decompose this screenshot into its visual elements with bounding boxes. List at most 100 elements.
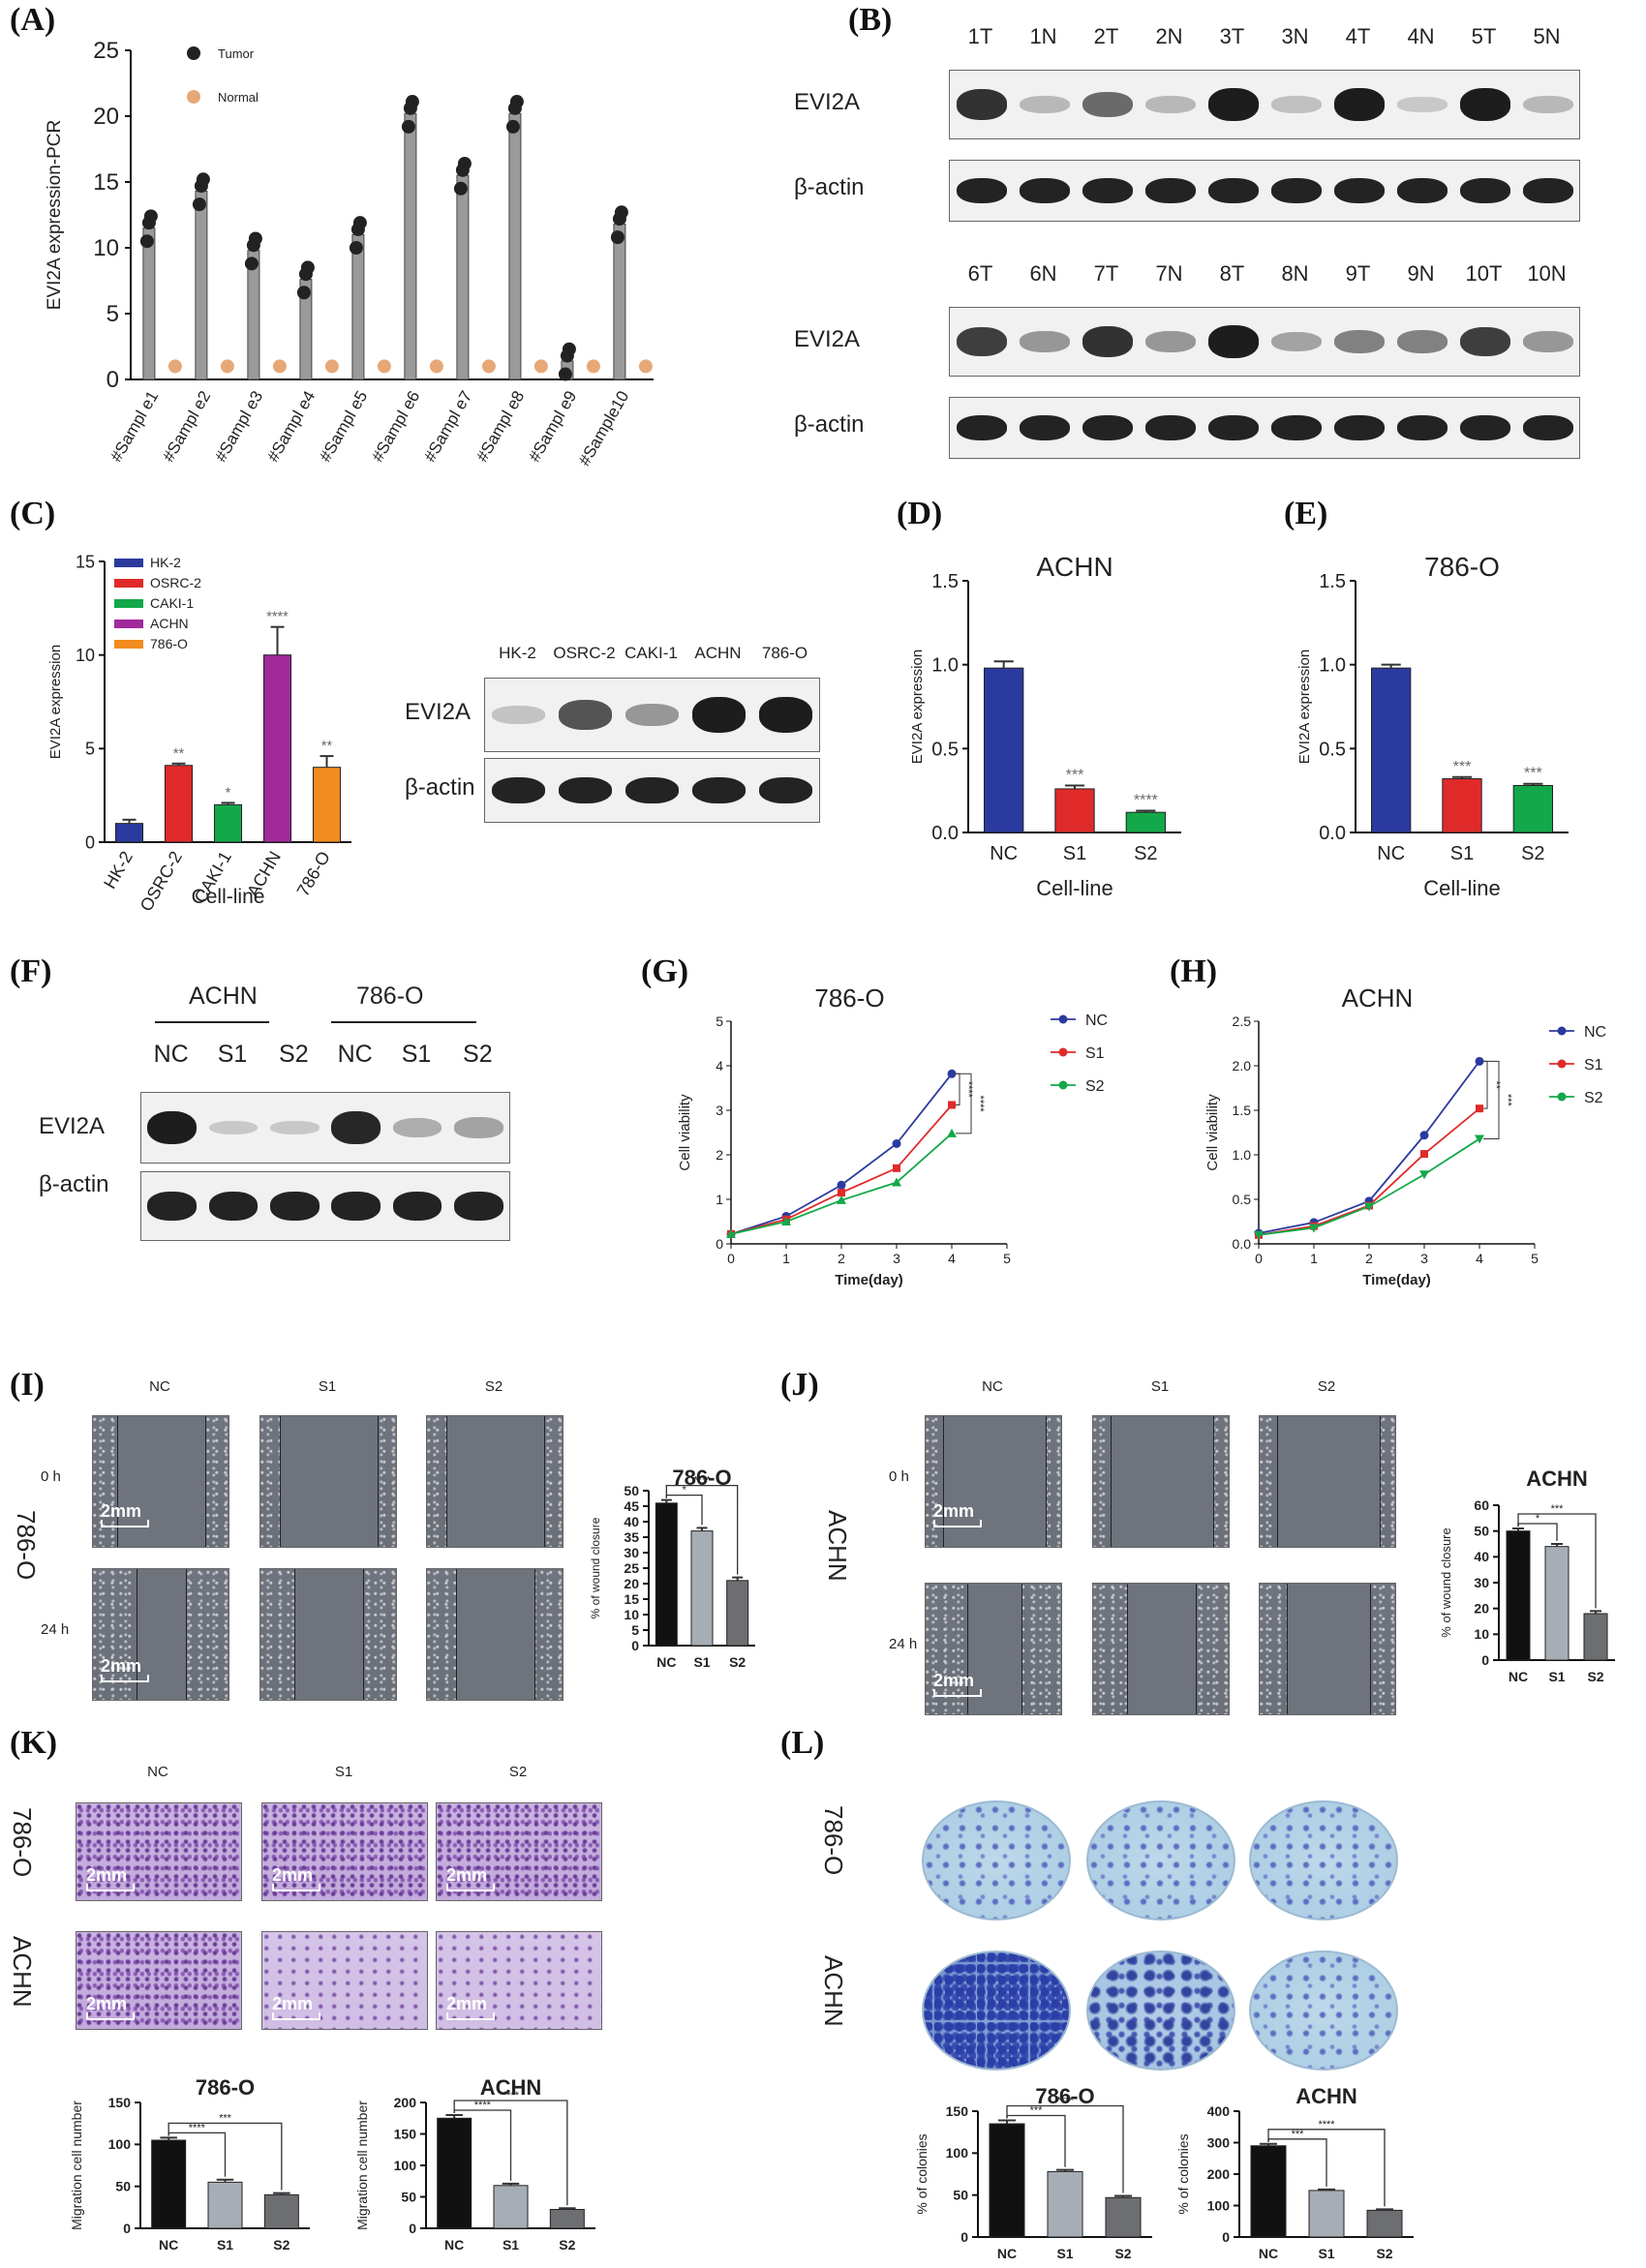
legend-label: ACHN [150, 616, 189, 631]
y-tick-label: 0.0 [1319, 823, 1346, 844]
tumor-point [296, 286, 311, 300]
scale-bar-label: 2mm [101, 1501, 150, 1527]
normal-point [638, 359, 653, 374]
protein-band [1207, 325, 1259, 358]
micrograph: 2mm [925, 1583, 1062, 1715]
significance-mark: * [683, 1485, 687, 1497]
micrograph [259, 1415, 397, 1548]
significance-mark: **** [503, 2090, 520, 2102]
x-tick-label: S2 [729, 1654, 746, 1670]
y-tick-label: 60 [1474, 1497, 1489, 1513]
data-point [1476, 1104, 1483, 1113]
x-axis-label: Cell-line [1423, 876, 1500, 900]
bar [1125, 811, 1167, 833]
chart-title: ACHN [1526, 1467, 1588, 1491]
lane-label: 4N [1407, 24, 1435, 48]
y-tick-label: 0 [1481, 1652, 1489, 1668]
protein-band [1396, 177, 1448, 203]
significance-mark: **** [266, 610, 289, 625]
micrograph: 2mm [92, 1415, 229, 1548]
colony-dish [1086, 1950, 1235, 2071]
x-tick-label: S1 [1056, 2246, 1073, 2261]
protein-band [270, 1120, 320, 1135]
y-tick-label: 20 [1474, 1601, 1489, 1617]
y-axis-label: Migration cell number [354, 2101, 370, 2230]
y-tick-label: 50 [401, 2189, 416, 2204]
x-tick-label: #Sampl e5 [316, 388, 371, 466]
x-tick-label: NC [997, 2246, 1017, 2261]
x-tick-label: S2 [1587, 1669, 1603, 1684]
y-tick-label: 0 [631, 1638, 639, 1653]
protein-band [331, 1111, 381, 1144]
y-tick-label: 0.5 [1233, 1192, 1252, 1207]
bar [404, 112, 417, 380]
chart-k-achn-migration: 0 50 100 150 200 NC S1 S2 **** ****ACHN Migration … [354, 2075, 595, 2253]
y-tick-label: 1.0 [1233, 1147, 1252, 1163]
wound-gap [1276, 1416, 1381, 1547]
significance-mark: **** [1134, 792, 1158, 808]
y-tick-label: 10 [1474, 1626, 1489, 1642]
tumor-point [457, 156, 472, 170]
lane-label: S2 [279, 1041, 309, 1068]
bar [1308, 2190, 1345, 2238]
y-tick-label: 0 [107, 367, 119, 393]
bar [726, 1580, 749, 1647]
row-label: 24 h [889, 1636, 918, 1652]
y-tick-label: 0.5 [931, 739, 959, 760]
micrograph: 2mm [76, 1931, 242, 2030]
bar [508, 112, 522, 380]
legend-marker [187, 90, 200, 104]
scale-bar-label: 2mm [446, 1865, 496, 1891]
row-label: ACHN [819, 1955, 848, 2027]
protein-band [691, 776, 747, 804]
bar [207, 2181, 243, 2229]
protein-band [1333, 414, 1385, 440]
group-underline [155, 1021, 269, 1023]
micrograph: 2mm [436, 1931, 602, 2030]
x-tick-label: 2 [838, 1251, 845, 1266]
row-label-evi2a: EVI2A [39, 1113, 106, 1139]
y-axis-label: EVI2A expression [47, 645, 64, 759]
data-point [892, 1139, 901, 1148]
beta-actin-blot-strip [484, 758, 820, 823]
data-point [947, 1069, 957, 1078]
wound-gap [446, 1416, 545, 1547]
panel-label-c: (C) [10, 496, 56, 531]
significance-mark: **** [974, 1096, 986, 1113]
bar [437, 2117, 472, 2229]
protein-band [1082, 414, 1133, 440]
y-tick-label: 0 [85, 832, 95, 852]
row-label: 786-O [819, 1805, 848, 1876]
y-tick-label: 0 [1222, 2229, 1230, 2245]
legend-swatch [114, 579, 143, 588]
legend-label: CAKI-1 [150, 595, 194, 611]
y-tick-label: 1.5 [1233, 1103, 1252, 1118]
y-tick-label: 30 [624, 1545, 639, 1560]
bar [142, 227, 156, 380]
x-tick-label: S2 [1521, 843, 1544, 864]
scale-bar-label: 2mm [272, 1865, 321, 1891]
significance-mark: *** [219, 2112, 232, 2124]
protein-band [1333, 330, 1385, 353]
beta-actin-blot-strip [140, 1171, 510, 1241]
protein-band [625, 703, 680, 727]
significance-mark: ** [1490, 1080, 1502, 1089]
beta-actin-blot-strip [949, 397, 1580, 459]
normal-point [586, 359, 600, 374]
x-tick-label: #Sampl e9 [525, 388, 580, 466]
series-line [730, 1104, 953, 1235]
x-tick-label: #Sample10 [575, 388, 632, 469]
micrograph [1092, 1583, 1230, 1715]
bar [984, 667, 1024, 833]
micrograph: 2mm [261, 1931, 428, 2030]
x-tick-label: #Sampl e6 [368, 388, 423, 466]
scale-bar-label: 2mm [86, 1865, 136, 1891]
row-label: 786-O [8, 1807, 37, 1878]
x-tick-label: #Sampl e8 [472, 388, 528, 466]
row-label: 0 h [889, 1468, 909, 1485]
y-tick-label: 45 [624, 1498, 639, 1514]
y-tick-label: 40 [1474, 1549, 1489, 1564]
wound-gap [1127, 1584, 1197, 1714]
y-tick-label: 1.5 [931, 571, 959, 592]
